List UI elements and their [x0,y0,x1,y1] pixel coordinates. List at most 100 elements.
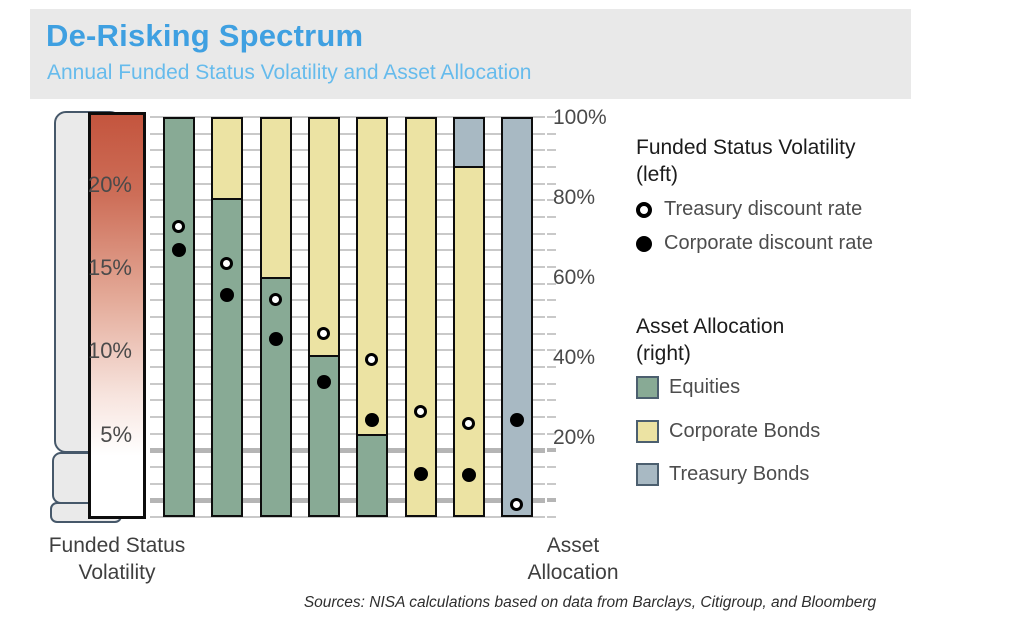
allocation-bar [501,117,534,517]
right-axis-caption: Asset Allocation [483,532,663,586]
right-axis-tick [547,316,556,318]
left-axis-tick-label: 10% [87,338,132,364]
allocation-bar [259,117,292,517]
corporate-bonds-segment [455,166,484,515]
legend-item-label: Treasury Bonds [669,463,810,485]
treasury-discount-rate-dot [220,256,234,270]
right-axis-tick-label: 80% [553,186,596,209]
treasury-discount-rate-dot [268,293,282,307]
gridline [150,266,545,268]
corporate-bonds-swatch-icon [636,420,659,443]
allocation-bar [356,117,389,517]
equities-segment [213,197,242,515]
left-axis-tick-label: 15% [87,255,132,280]
right-axis-tick [547,299,556,302]
allocation-bar [211,117,244,517]
equities-swatch-icon [636,376,659,399]
right-axis-tick [547,266,556,268]
right-axis-tick [547,216,556,218]
gridline [150,466,545,468]
left-axis-tick-label: 5% [100,421,132,447]
gridline [150,349,545,352]
right-axis-tick [547,249,556,252]
corporate-discount-rate-dot [413,466,428,481]
gridline [150,116,545,118]
treasury-discount-rate-dot [510,498,524,512]
right-axis-tick-label: 100% [553,106,607,129]
corporate-discount-rate-dot [462,468,477,483]
right-axis-tick [547,182,556,185]
gridline [150,232,545,235]
gridline [150,332,545,335]
legend-item-label: Equities [669,376,741,398]
gridline [150,497,545,503]
gridline [150,249,545,252]
gridline [150,366,545,368]
gridline [150,299,545,302]
right-axis-tick [547,448,556,453]
right-axis-tick [547,349,556,352]
corporate-bonds-segment [406,119,435,515]
right-axis-tick [547,466,556,468]
treasury-bonds-segment [455,119,484,167]
legend-allocation-subtitle: (right) [636,342,691,365]
gridline [150,216,545,218]
left-axis-caption-line2: Volatility [78,561,156,584]
corporate-discount-rate-dot [220,288,235,303]
corporate-discount-rate-dot [268,331,283,346]
legend-item-treasury-rate: Treasury discount rate [636,198,862,221]
right-axis-tick [547,416,556,418]
right-axis-tick-label: 60% [553,266,596,289]
right-axis-tick [547,166,556,168]
corporate-bonds-segment [261,119,290,277]
corporate-discount-rate-dot [317,375,332,389]
gridline [150,182,545,185]
gridline [150,416,545,418]
right-axis-caption-line1: Asset [546,534,600,557]
filled-circle-icon [636,235,652,252]
left-axis-caption: Funded Status Volatility [27,532,207,586]
gridline [150,282,545,285]
left-axis-caption-line1: Funded Status [48,534,186,557]
right-axis-tick-labels: 100% 80% 60% 40% 20% [553,106,613,517]
right-axis-caption-line2: Allocation [527,561,619,584]
legend-item-equities: Equities [636,376,740,399]
open-circle-icon [636,201,652,218]
legend-item-label: Corporate discount rate [664,232,874,254]
right-axis-tick [547,498,556,503]
plot-area [150,116,556,518]
left-axis-tick-label: 20% [87,171,132,197]
corporate-discount-rate-dot [365,413,380,428]
allocation-bar [404,117,437,517]
corporate-bonds-segment [310,119,339,356]
gridline [150,482,545,485]
legend-item-corporate-bonds: Corporate Bonds [636,420,820,443]
header-band: De-Risking Spectrum Annual Funded Status… [30,9,911,99]
right-axis-tick [547,232,556,235]
gridline [150,149,545,152]
right-axis-tick [547,116,556,118]
gridline [150,432,545,435]
legend-volatility-title: Funded Status Volatility [636,136,856,159]
right-axis-tick [547,149,556,152]
allocation-bar [163,117,195,517]
right-axis-tick-label: 20% [553,426,596,449]
gridline [150,166,545,168]
gridline [150,382,545,385]
right-axis-tick [547,482,556,485]
gridline [150,199,545,202]
right-axis-tick [547,399,556,402]
legend-item-treasury-bonds: Treasury Bonds [636,463,809,486]
treasury-discount-rate-dot [172,220,185,233]
right-axis-tick [547,332,556,335]
treasury-bonds-swatch-icon [636,463,659,486]
volatility-gradient-bar [88,112,146,519]
right-axis-tick [547,282,556,285]
treasury-discount-rate-dot [462,416,476,430]
allocation-bar [453,117,486,517]
figure-subtitle: Annual Funded Status Volatility and Asse… [47,61,532,84]
gridline [150,516,545,518]
legend-item-label: Corporate Bonds [669,420,821,442]
right-axis-tick [547,432,556,435]
legend-item-label: Treasury discount rate [664,198,863,220]
